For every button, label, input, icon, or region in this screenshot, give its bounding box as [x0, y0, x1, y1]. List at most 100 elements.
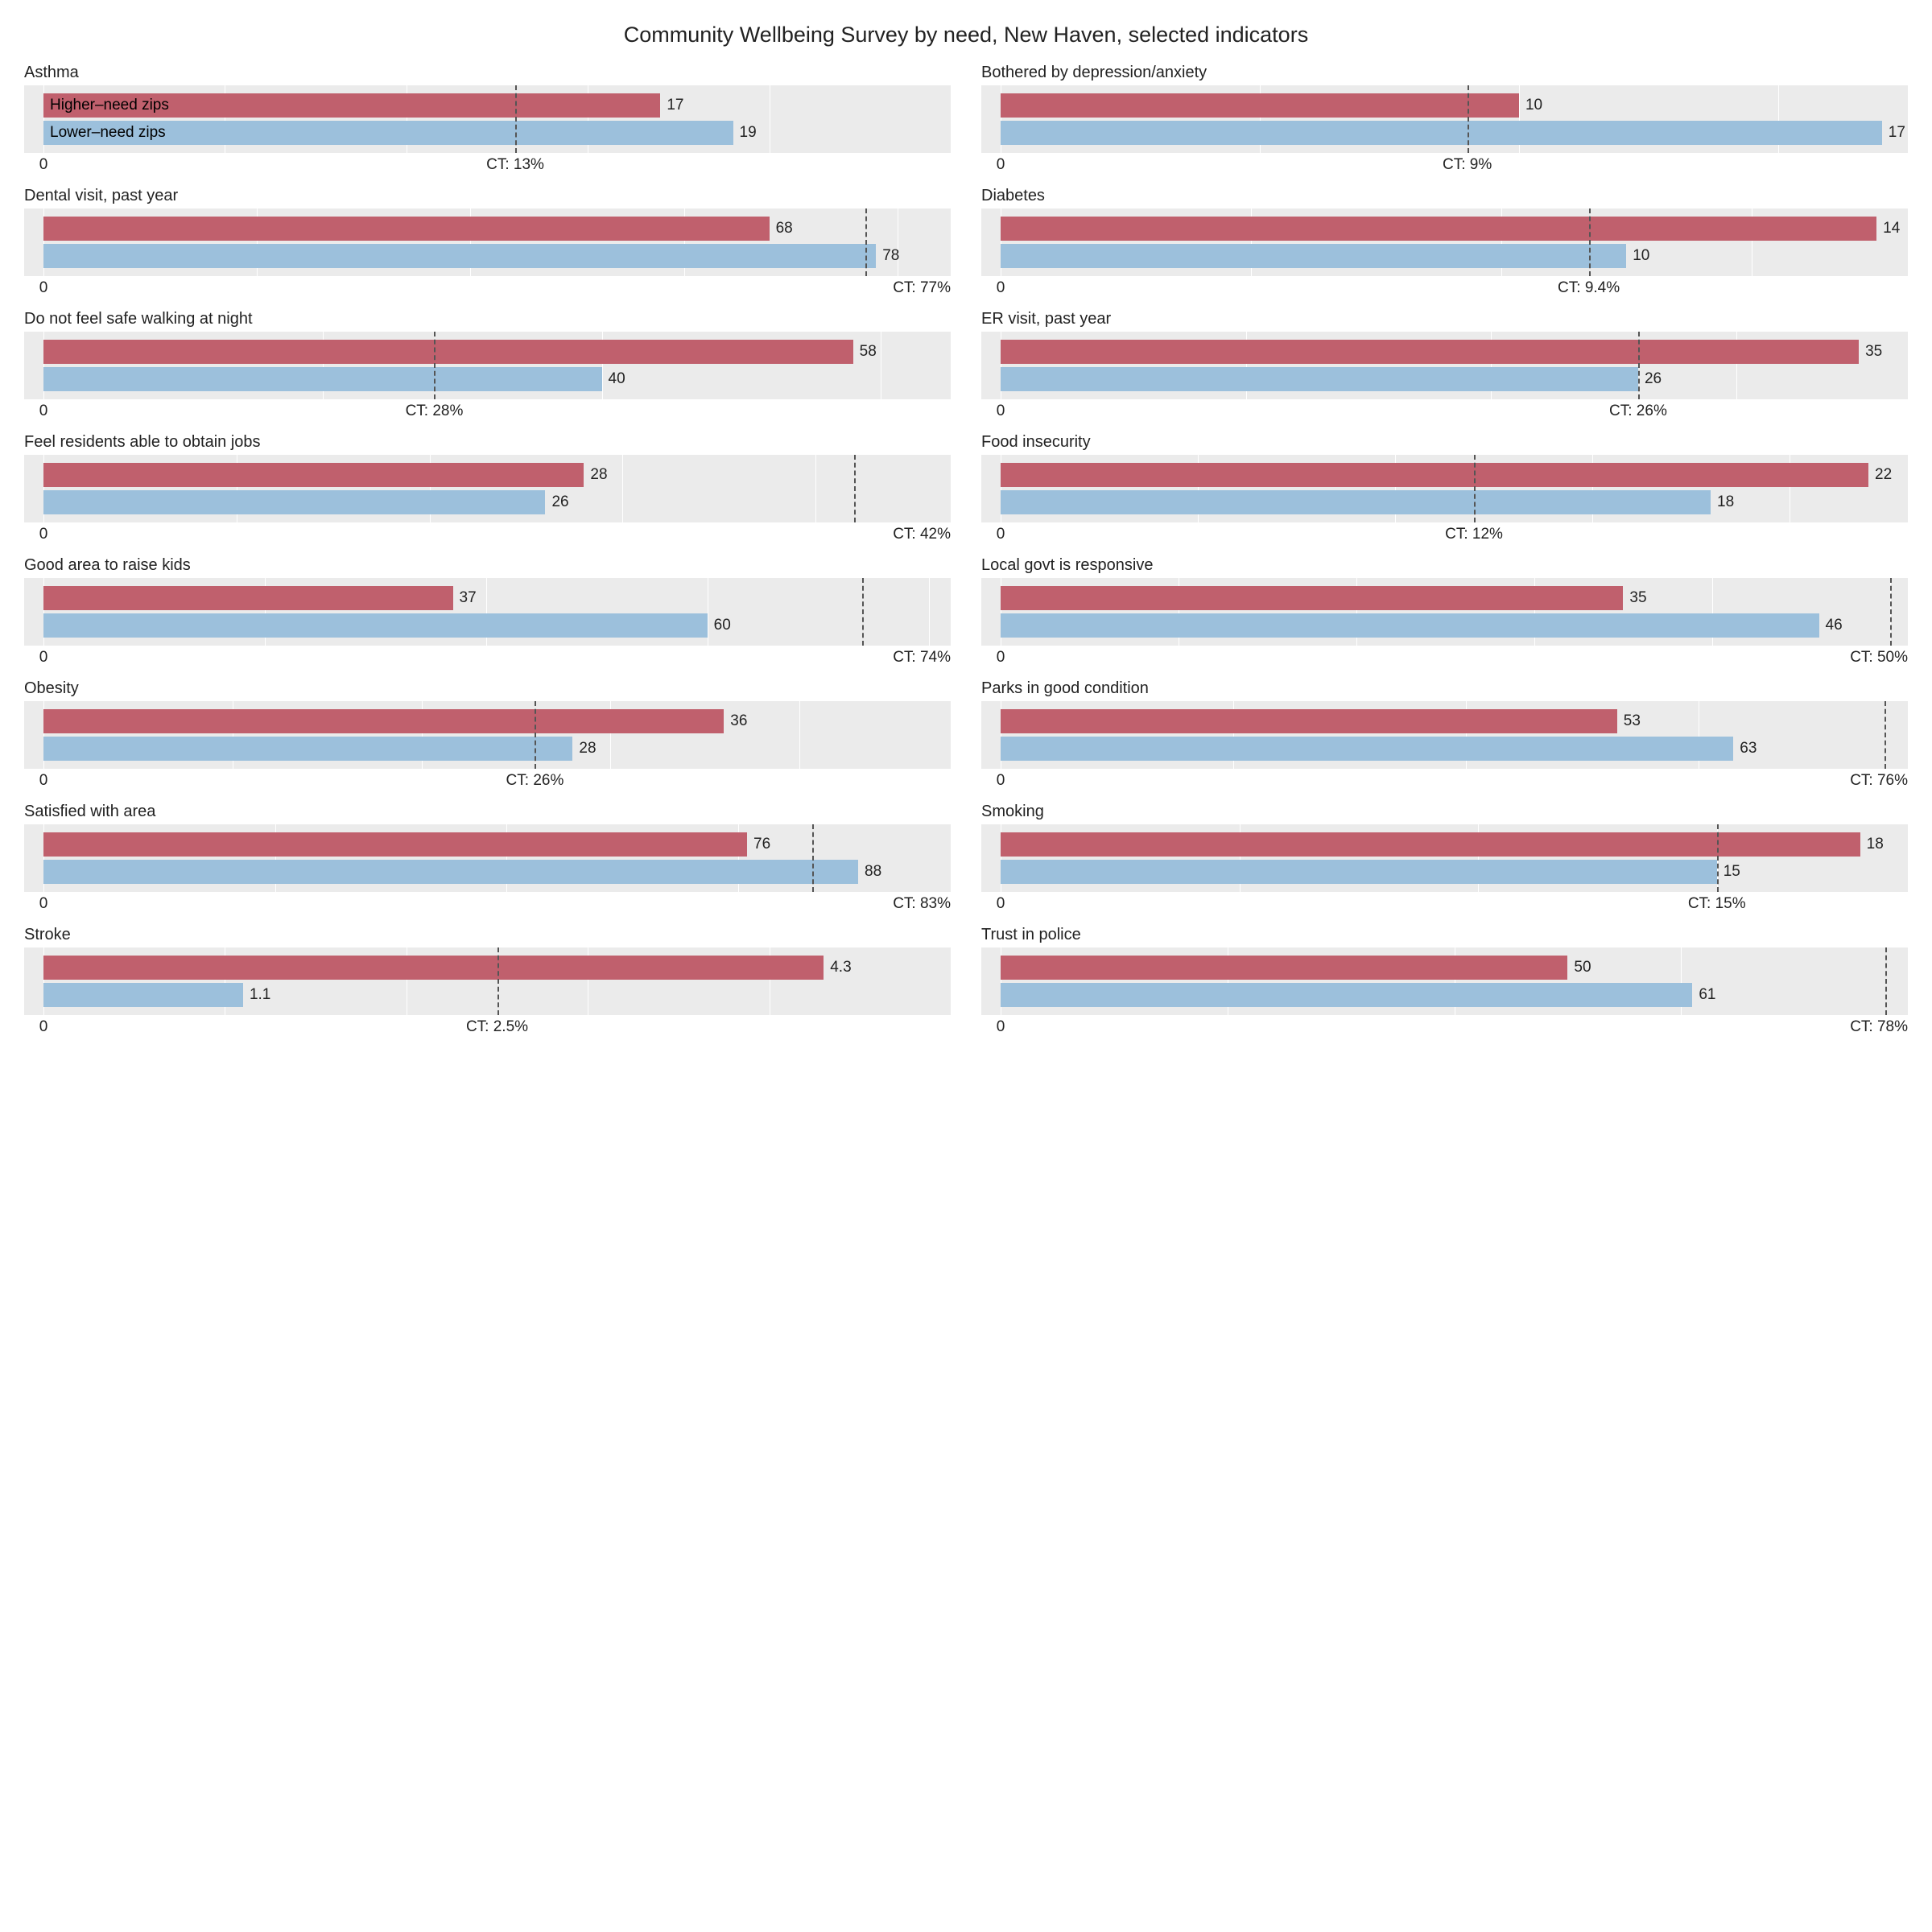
reference-label: CT: 9% [1443, 156, 1492, 174]
higher-bar [1001, 956, 1567, 980]
axis: 0 CT: 76% [981, 772, 1908, 791]
panel-title: Food insecurity [981, 433, 1908, 452]
grid-line [799, 701, 800, 769]
axis: 0CT: 77% [24, 279, 951, 299]
panel: Good area to raise kids37600CT: 74% [24, 555, 951, 668]
lower-value-label: 63 [1740, 740, 1757, 758]
grid-line [951, 85, 952, 153]
reference-label: CT: 28% [406, 402, 464, 420]
lower-bar [1001, 367, 1638, 391]
higher-value-label: 53 [1624, 712, 1641, 730]
lower-value-label: 26 [551, 493, 568, 511]
panel: Food insecurity22180CT: 12% [981, 431, 1908, 545]
axis: 0 CT: 13% [24, 156, 951, 175]
lower-bar [43, 860, 858, 884]
lower-bar [1001, 613, 1819, 638]
axis-zero: 0 [39, 772, 48, 790]
reference-label: CT: 83% [893, 895, 951, 913]
axis-zero: 0 [39, 156, 48, 174]
lower-bar [43, 737, 572, 761]
panel-title: Asthma [24, 64, 951, 82]
panel: Dental visit, past year68780CT: 77% [24, 185, 951, 299]
axis: 0CT: 42% [24, 526, 951, 545]
panel: Diabetes14100CT: 9.4% [981, 185, 1908, 299]
plot-area: 3760 [24, 578, 951, 646]
higher-bar [1001, 93, 1519, 118]
axis-zero: 0 [39, 649, 48, 667]
higher-bar [43, 217, 770, 241]
reference-label: CT: 12% [1445, 526, 1503, 543]
higher-bar [1001, 832, 1860, 857]
panel-title: Good area to raise kids [24, 556, 951, 575]
grid-line [951, 947, 952, 1015]
axis-zero: 0 [997, 156, 1005, 174]
axis-zero: 0 [39, 1018, 48, 1036]
reference-label: CT: 2.5% [466, 1018, 528, 1036]
panel-title: Feel residents able to obtain jobs [24, 433, 951, 452]
higher-bar [1001, 463, 1868, 487]
panel-title: Smoking [981, 803, 1908, 821]
panel: Obesity 36 28 0 CT: 26% [24, 678, 951, 791]
plot-area: 5840 [24, 332, 951, 399]
plot-area: 1719Higher–need zipsLower–need zips [24, 85, 951, 153]
plot-area: 53 63 [981, 701, 1908, 769]
reference-line [1885, 947, 1887, 1015]
panel: Bothered by depression/anxiety10170CT: 9… [981, 62, 1908, 175]
panels-grid: Asthma 1719Higher–need zipsLower–need zip… [24, 62, 1908, 1038]
higher-bar [43, 586, 453, 610]
axis: 0 CT: 2.5% [24, 1018, 951, 1038]
panel: Satisfied with area76880CT: 83% [24, 801, 951, 914]
reference-line [1589, 208, 1591, 276]
lower-value-label: 1.1 [250, 986, 270, 1004]
panel-title: Dental visit, past year [24, 187, 951, 205]
panel: Asthma 1719Higher–need zipsLower–need zip… [24, 62, 951, 175]
lower-value-label: 60 [714, 617, 731, 634]
higher-bar [43, 463, 584, 487]
reference-line [865, 208, 867, 276]
lower-value-label: 10 [1633, 247, 1649, 265]
panel: Smoking18150CT: 15% [981, 801, 1908, 914]
lower-bar [1001, 860, 1717, 884]
higher-value-label: 28 [590, 466, 607, 484]
grid-line [1908, 947, 1909, 1015]
lower-bar [43, 244, 876, 268]
higher-value-label: 36 [730, 712, 747, 730]
lower-value-label: 28 [579, 740, 596, 758]
axis-zero: 0 [997, 772, 1005, 790]
lower-bar [1001, 244, 1626, 268]
higher-value-label: 35 [1865, 343, 1882, 361]
lower-bar [43, 490, 545, 514]
panel-title: Stroke [24, 926, 951, 944]
panel-title: Obesity [24, 679, 951, 698]
higher-value-label: 58 [860, 343, 877, 361]
legend-lower: Lower–need zips [50, 124, 166, 142]
plot-area: 3546 [981, 578, 1908, 646]
axis-zero: 0 [39, 402, 48, 420]
reference-label: CT: 13% [486, 156, 544, 174]
higher-value-label: 50 [1574, 959, 1591, 976]
panel: Local govt is responsive35460CT: 50% [981, 555, 1908, 668]
reference-label: CT: 26% [506, 772, 564, 790]
lower-value-label: 46 [1826, 617, 1843, 634]
axis: 0 CT: 15% [981, 895, 1908, 914]
higher-value-label: 10 [1525, 97, 1542, 114]
reference-line [1638, 332, 1640, 399]
panel-title: Satisfied with area [24, 803, 951, 821]
reference-label: CT: 76% [1850, 772, 1908, 790]
panel: ER visit, past year35260CT: 26% [981, 308, 1908, 422]
panel: Parks in good condition53630CT: 76% [981, 678, 1908, 791]
axis: 0CT: 83% [24, 895, 951, 914]
axis: 0CT: 9.4% [981, 279, 1908, 299]
axis: 0 CT: 28% [24, 402, 951, 422]
higher-bar [43, 832, 747, 857]
lower-value-label: 61 [1699, 986, 1715, 1004]
axis-zero: 0 [997, 279, 1005, 297]
axis-zero: 0 [997, 895, 1005, 913]
reference-line [1717, 824, 1719, 892]
higher-value-label: 14 [1883, 220, 1900, 237]
plot-area: 28 26 [24, 455, 951, 522]
reference-label: CT: 15% [1688, 895, 1746, 913]
grid-line [815, 455, 816, 522]
reference-label: CT: 77% [893, 279, 951, 297]
higher-bar [43, 340, 853, 364]
